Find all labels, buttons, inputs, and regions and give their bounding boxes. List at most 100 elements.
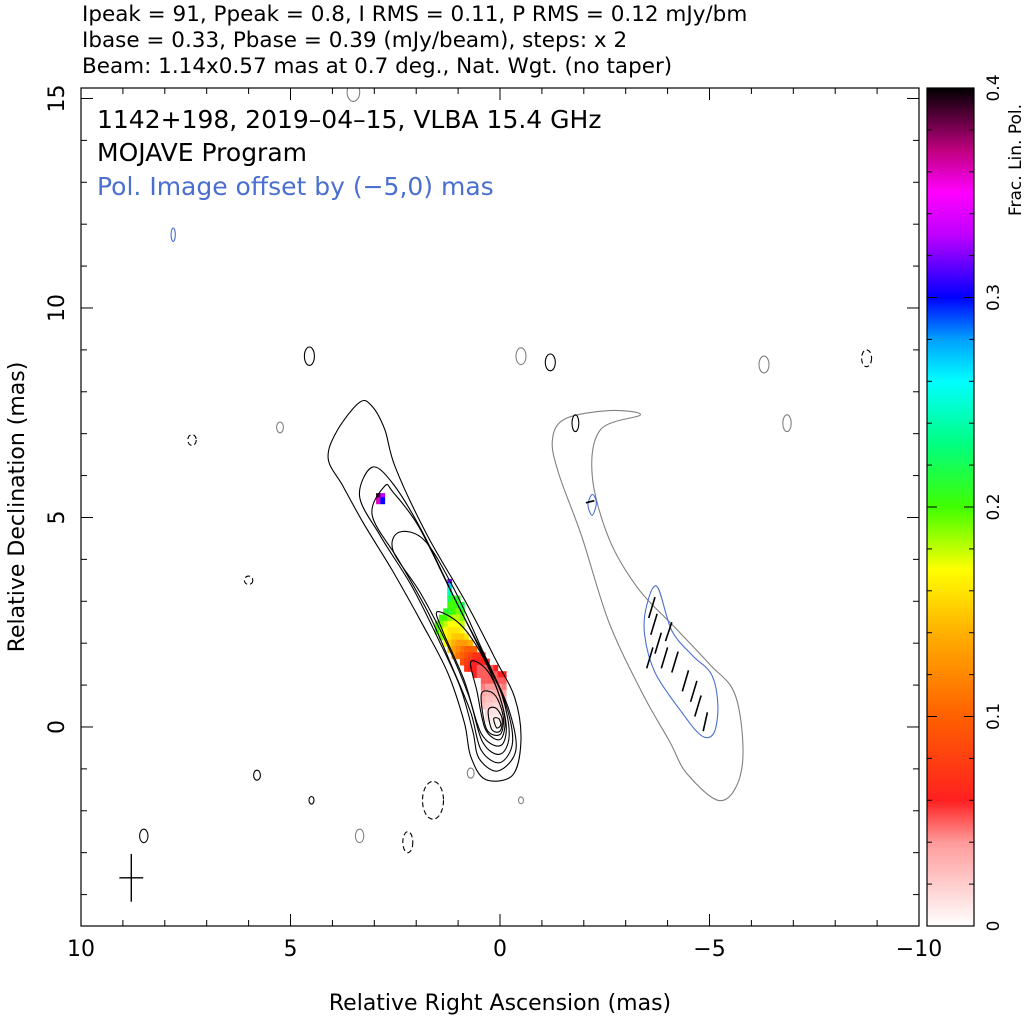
evpa-vector [660,647,669,669]
noise-contour [243,575,254,586]
frac-pol-pixel [493,715,499,723]
frac-pol-pixel [472,664,478,672]
pol-intensity-contour [643,585,719,739]
x-tick-label: 10 [67,937,95,962]
colorbar-tick-label: 0.3 [984,284,1004,311]
y-axis-label: Relative Declination (mas) [5,362,30,653]
frac-pol-pixel [497,715,503,723]
frac-pol-pixel [464,633,469,641]
frac-pol-pixel [451,627,457,635]
frac-pol-pixel [493,690,499,697]
evpa-vector [671,651,679,673]
noise-contour [402,831,414,854]
frac-pol-pixel [455,633,461,641]
frac-pol-pixel [464,664,469,672]
colorbar-tick-label: 0 [984,921,1004,932]
frac-pol-pixel [451,639,457,647]
header-line-3: Beam: 1.14x0.57 mas at 0.7 deg., Nat. Wg… [82,54,673,79]
frac-pol-pixel [493,721,499,729]
noise-contour [308,795,315,805]
y-tick-label: 0 [45,720,70,734]
noise-contour [421,780,445,820]
colorbar-label: Frac. Lin. Pol. [1006,104,1026,216]
frac-pol-pixel [443,639,448,647]
stokes-i-contours [327,399,522,782]
frac-pol-pixel [497,671,503,679]
frac-pol-pixel [485,690,490,697]
frac-pol-pixels [376,493,507,729]
stokes-i-contour [487,706,503,733]
header-line-1: Ipeak = 91, Ppeak = 0.8, I RMS = 0.11, P… [82,2,748,27]
frac-pol-pixel [380,497,386,505]
noise-contour [758,355,770,374]
frac-pol-pixel [489,715,494,723]
plot-frame [80,87,920,927]
frac-pol-pixel [464,639,469,647]
frac-pol-pixel [447,595,453,603]
frac-pol-pixel [443,627,448,635]
y-tick-label: 15 [45,85,70,113]
frac-pol-pixel [451,602,457,609]
frac-pol-pixel [489,696,494,704]
y-tick-label: 10 [45,294,70,322]
annotation-program: MOJAVE Program [97,138,307,167]
frac-pol-pixel [480,664,486,672]
header-line-2: Ibase = 0.33, Pbase = 0.39 (mJy/beam), s… [82,28,628,53]
beam-marker [119,853,144,902]
frac-pol-pixel [447,591,453,599]
evpa-vector [681,670,690,692]
frac-pol-pixel [480,658,486,666]
frac-pol-pixel [455,639,461,647]
evpa-vector [694,695,702,717]
noise-contour [253,769,261,781]
noise-contour [276,421,284,434]
frac-pol-pixel [447,583,453,591]
noise-contour [303,346,315,366]
frac-pol-pixel [497,721,503,729]
frac-pol-pixel [493,702,499,710]
evpa-vector [654,632,663,654]
frac-pol-pixel [472,652,478,660]
frac-pol-pixel [485,664,490,672]
noise-contour [139,828,149,844]
frac-pol-pixel [472,671,478,679]
frac-pol-pixel [489,677,494,685]
frac-pol-pixel [501,690,507,697]
frac-pol-pixel [489,702,494,710]
frac-pol-pixel [480,702,486,710]
frac-pol-pixel [443,608,448,616]
noise-contour [571,414,580,433]
noise-contour [544,353,556,372]
x-tick-label: 0 [493,937,507,962]
frac-pol-pixel [447,620,453,628]
colorbar-tick-label: 0.2 [984,493,1004,520]
frac-pol-pixel [438,614,444,622]
frac-pol-pixel [489,690,494,697]
pol-contours [551,409,744,802]
frac-pol-pixel [485,671,490,679]
frac-pol-pixel [464,646,469,653]
frac-pol-pixel [501,683,507,691]
frac-pol-pixel [451,620,457,628]
frac-pol-pixel [455,620,461,628]
frac-pol-pixel [476,664,482,672]
frac-pol-pixel [464,652,469,660]
frac-pol-pixel [501,702,507,710]
frac-pol-pixel [459,646,465,653]
frac-pol-pixel [476,671,482,679]
frac-pol-pixel [485,683,490,691]
frac-pol-pixel [489,721,494,729]
frac-pol-pixel [459,627,465,635]
frac-pol-pixel [459,608,465,616]
frac-pol-pixel [459,620,465,628]
frac-pol-pixel [459,633,465,641]
annotation-source: 1142+198, 2019–04–15, VLBA 15.4 GHz [97,105,601,134]
frac-pol-pixel [485,708,490,716]
frac-pol-pixel [376,497,381,505]
stokes-i-contour [327,399,522,782]
stokes-i-contour [480,690,505,736]
stokes-i-contour [371,483,514,764]
frac-pol-pixel [455,652,461,660]
annotation-offset-note: Pol. Image offset by (−5,0) mas [97,172,494,201]
frac-pol-pixel [451,595,457,603]
